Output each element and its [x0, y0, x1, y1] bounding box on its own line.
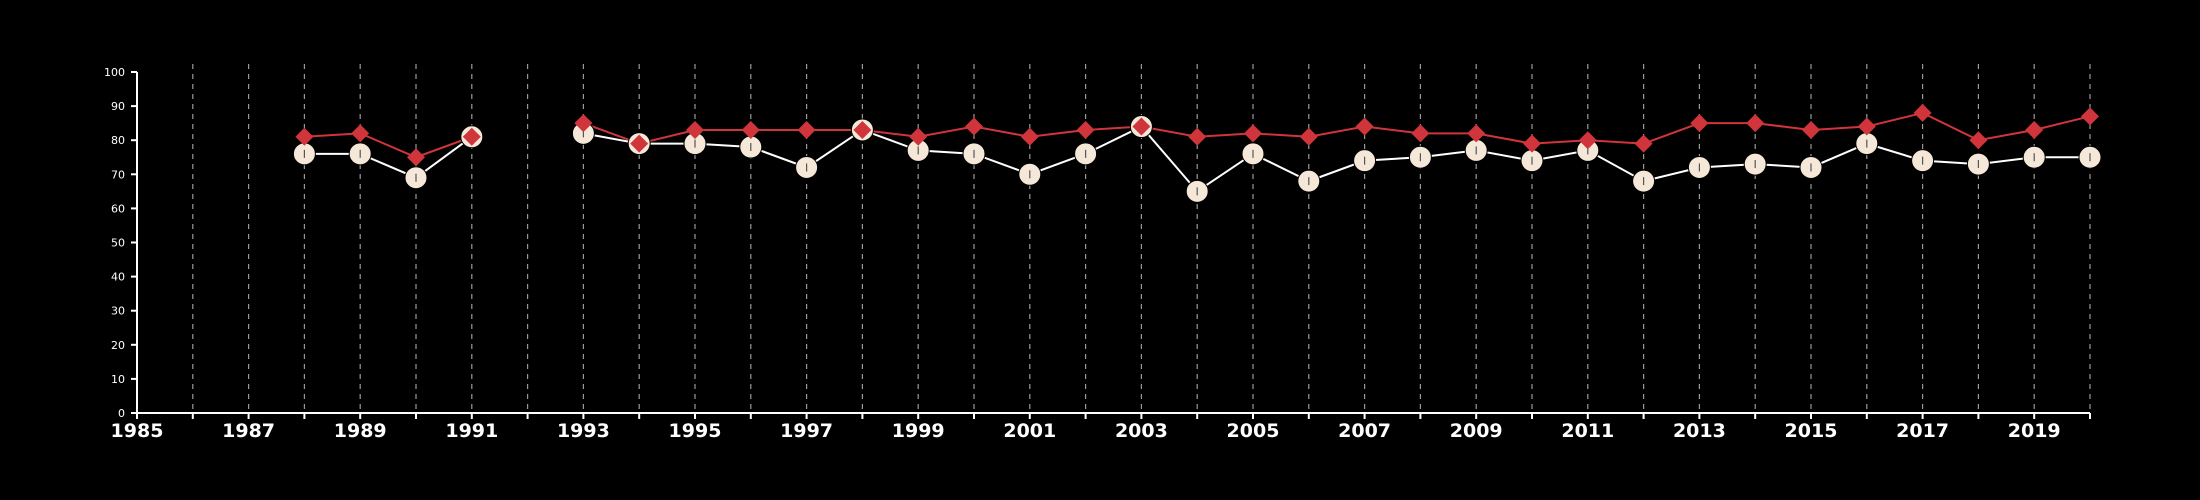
point-diamond-1991 — [462, 127, 481, 146]
x-tick-label-1991: 1991 — [445, 420, 498, 442]
y-tick-label-90: 90 — [111, 100, 125, 113]
x-tick-label-2015: 2015 — [1785, 420, 1838, 442]
x-tick-label-1993: 1993 — [557, 420, 610, 442]
x-tick-label-2013: 2013 — [1673, 420, 1726, 442]
point-diamond-2020 — [2081, 107, 2099, 126]
point-diamond-2002 — [1076, 120, 1095, 139]
x-tick-label-1989: 1989 — [334, 420, 387, 442]
x-tick-label-2019: 2019 — [2008, 420, 2061, 442]
point-diamond-1994 — [630, 134, 649, 153]
point-diamond-1993 — [574, 114, 593, 133]
point-diamond-1989 — [351, 124, 370, 143]
point-diamond-1999 — [909, 127, 928, 146]
point-diamond-2014 — [1746, 114, 1765, 133]
point-diamond-2001 — [1020, 127, 1039, 146]
y-tick-label-10: 10 — [111, 373, 125, 386]
point-diamond-2015 — [1802, 120, 1820, 139]
y-tick-label-70: 70 — [111, 168, 125, 181]
x-tick-label-2007: 2007 — [1338, 420, 1391, 442]
point-diamond-2000 — [965, 117, 983, 136]
point-diamond-2019 — [2025, 120, 2044, 139]
x-tick-label-1987: 1987 — [222, 420, 275, 442]
point-diamond-1998 — [853, 120, 872, 139]
y-tick-label-80: 80 — [111, 134, 125, 147]
y-tick-label-100: 100 — [104, 66, 125, 79]
point-diamond-2005 — [1244, 124, 1262, 143]
point-diamond-2013 — [1690, 114, 1709, 133]
x-tick-label-2009: 2009 — [1450, 420, 1503, 442]
point-diamond-1996 — [741, 120, 760, 139]
point-diamond-2009 — [1467, 124, 1486, 143]
x-tick-label-1999: 1999 — [892, 420, 945, 442]
x-tick-label-2017: 2017 — [1896, 420, 1949, 442]
series-lines — [304, 111, 2091, 193]
x-tick-label-2005: 2005 — [1227, 420, 1280, 442]
point-diamond-2010 — [1523, 134, 1541, 153]
point-diamond-1997 — [797, 120, 816, 139]
point-diamond-2012 — [1634, 134, 1653, 153]
point-diamond-2018 — [1969, 131, 1988, 150]
axes: 0 10 20 30 40 50 60 70 80 90 100 1985 1987 1989 1991 19… — [104, 66, 2091, 442]
point-diamond-2004 — [1188, 127, 1207, 146]
point-diamond-2008 — [1411, 124, 1430, 143]
point-diamond-1995 — [686, 120, 704, 139]
point-diamond-2003 — [1132, 117, 1151, 136]
series-diamond-line-segment-1 — [583, 111, 2091, 145]
series-markers — [292, 103, 2102, 203]
x-tick-label-1985: 1985 — [111, 420, 164, 442]
point-diamond-2016 — [1857, 117, 1876, 136]
point-diamond-2007 — [1355, 117, 1374, 136]
y-tick-label-20: 20 — [111, 339, 125, 352]
y-tick-label-60: 60 — [111, 202, 125, 215]
y-tick-label-0: 0 — [118, 407, 125, 420]
y-tick-label-40: 40 — [111, 271, 125, 284]
series-circle-line-segment-1 — [583, 125, 2090, 193]
point-diamond-1990 — [407, 148, 425, 167]
x-tick-label-1997: 1997 — [780, 420, 833, 442]
series-circle-line-segment-0 — [304, 135, 473, 179]
vertical-gridlines — [192, 64, 2091, 413]
point-diamond-2017 — [1913, 103, 1932, 122]
series-diamond-line-segment-0 — [304, 132, 473, 159]
y-tick-label-30: 30 — [111, 305, 125, 318]
y-tick-label-50: 50 — [111, 237, 125, 250]
x-tick-label-1995: 1995 — [669, 420, 722, 442]
x-tick-label-2001: 2001 — [1003, 420, 1056, 442]
point-diamond-2006 — [1299, 127, 1318, 146]
point-diamond-1988 — [295, 127, 314, 146]
x-tick-label-2003: 2003 — [1115, 420, 1168, 442]
x-tick-label-2011: 2011 — [1561, 420, 1614, 442]
point-diamond-2011 — [1578, 131, 1597, 150]
